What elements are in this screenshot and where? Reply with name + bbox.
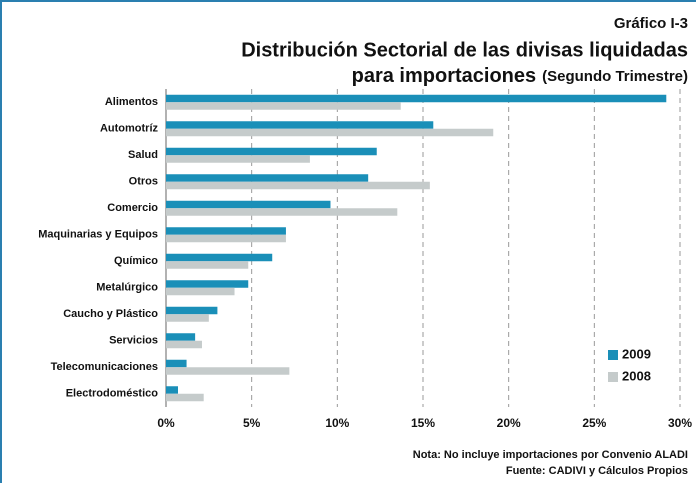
bar (166, 227, 286, 235)
x-tick-label: 30% (668, 416, 692, 430)
bar (166, 333, 196, 341)
bar (166, 155, 310, 163)
legend-swatch (608, 372, 618, 382)
y-tick-label: Salud (128, 149, 158, 161)
y-tick-label: Alimentos (105, 96, 158, 108)
bar (166, 280, 249, 288)
y-tick-label: Químico (114, 255, 158, 267)
bar (166, 94, 667, 103)
x-tick-label: 20% (497, 416, 521, 430)
x-tick-label: 0% (157, 416, 175, 430)
bar (166, 261, 249, 269)
y-tick-label: Otros (129, 176, 158, 188)
y-tick-label: Telecomunicaciones (51, 361, 158, 373)
bar (166, 253, 273, 262)
bar (166, 200, 331, 209)
y-tick-label: Maquinarias y Equipos (38, 229, 158, 241)
y-tick-label: Automotríz (100, 123, 159, 135)
chart-title-2: para importaciones (Segundo Trimestre) (352, 65, 688, 87)
bar (166, 147, 377, 156)
x-tick-label: 15% (411, 416, 435, 430)
chart-title: Distribución Sectorial de las divisas li… (241, 39, 688, 61)
bar (166, 386, 178, 394)
bar (166, 208, 398, 216)
chart-label: Gráfico I-3 (614, 15, 688, 32)
bar (166, 181, 430, 190)
chart-subtitle: (Segundo Trimestre) (542, 68, 688, 85)
bar (166, 102, 401, 110)
y-tick-label: Electrodoméstico (66, 388, 159, 400)
y-tick-label: Servicios (109, 335, 158, 347)
bar (166, 287, 235, 296)
y-tick-label: Caucho y Plástico (63, 308, 158, 320)
bar (166, 306, 218, 315)
x-tick-label: 10% (325, 416, 349, 430)
bar (166, 234, 286, 243)
legend-swatch (608, 350, 618, 360)
bar (166, 340, 202, 349)
legend-label: 2009 (622, 346, 651, 361)
note: Nota: No incluye importaciones por Conve… (413, 449, 688, 461)
y-tick-label: Metalúrgico (96, 282, 158, 294)
bar (166, 121, 434, 129)
bar (166, 359, 187, 368)
chart-title-3: para importaciones (352, 65, 537, 87)
bar (166, 174, 369, 182)
y-tick-label: Comercio (107, 202, 158, 214)
x-tick-label: 5% (243, 416, 261, 430)
legend-label: 2008 (622, 368, 651, 383)
source: Fuente: CADIVI y Cálculos Propios (506, 465, 688, 477)
bar (166, 367, 290, 375)
bar (166, 128, 494, 137)
bar (166, 393, 204, 402)
x-tick-label: 25% (582, 416, 606, 430)
bar (166, 314, 209, 322)
